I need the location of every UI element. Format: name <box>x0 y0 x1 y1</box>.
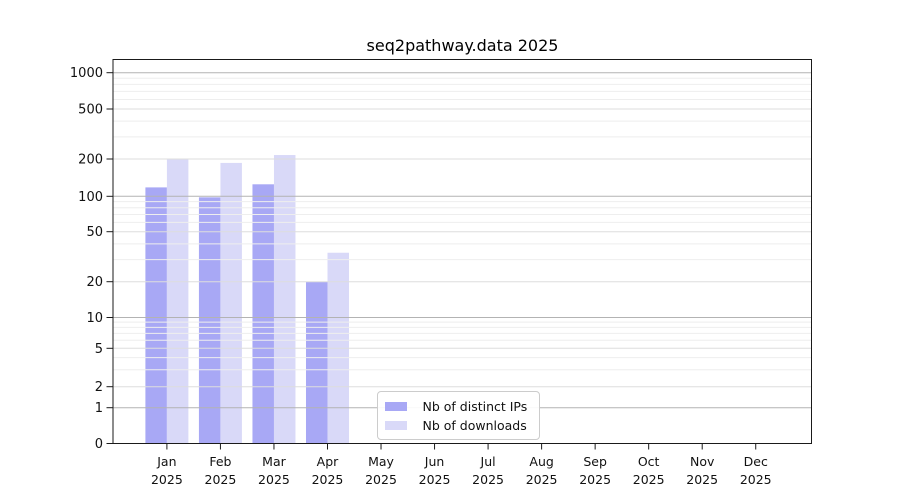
bar-downloads-jan <box>166 159 189 444</box>
legend: Nb of distinct IPs Nb of downloads <box>377 391 541 440</box>
x-tick-label-year-jan: 2025 <box>151 472 183 487</box>
x-tick-label-month-mar: Mar <box>262 454 286 469</box>
x-tick-label-month-jul: Jul <box>480 454 496 469</box>
y-tick-label-5: 5 <box>95 342 103 357</box>
y-tick-label-0: 0 <box>95 437 103 452</box>
x-tick-label-year-mar: 2025 <box>258 472 290 487</box>
y-tick-label-500: 500 <box>78 103 103 118</box>
y-tick-label-1: 1 <box>95 401 103 416</box>
x-tick-label-month-jan: Jan <box>156 454 176 469</box>
x-tick-label-month-dec: Dec <box>744 454 768 469</box>
legend-swatch-downloads <box>385 421 407 430</box>
x-tick-label-month-apr: Apr <box>317 454 339 469</box>
x-tick-label-month-jun: Jun <box>424 454 445 469</box>
y-tick-label-200: 200 <box>78 153 103 168</box>
y-tick-label-1000: 1000 <box>70 66 103 81</box>
x-tick-label-year-may: 2025 <box>365 472 397 487</box>
legend-item-downloads: Nb of downloads <box>385 416 527 435</box>
x-tick-label-month-oct: Oct <box>638 454 660 469</box>
x-tick-label-year-nov: 2025 <box>686 472 718 487</box>
legend-swatch-distinct-ips <box>385 402 407 411</box>
x-tick-label-year-jul: 2025 <box>472 472 504 487</box>
y-tick-label-20: 20 <box>86 275 103 290</box>
x-tick-label-year-oct: 2025 <box>633 472 665 487</box>
x-tick-label-month-sep: Sep <box>583 454 607 469</box>
x-tick-label-year-feb: 2025 <box>205 472 237 487</box>
bar-distinct-ips-apr <box>305 281 328 444</box>
chart-title: seq2pathway.data 2025 <box>366 36 559 55</box>
x-tick-label-year-sep: 2025 <box>579 472 611 487</box>
y-tick-label-2: 2 <box>95 380 103 395</box>
bar-distinct-ips-feb <box>198 197 221 444</box>
y-tick-label-100: 100 <box>78 190 103 205</box>
x-tick-label-month-may: May <box>368 454 394 469</box>
bar-distinct-ips-jan <box>145 187 167 444</box>
bar-downloads-feb <box>220 162 242 444</box>
y-tick-label-50: 50 <box>86 225 103 240</box>
legend-label-downloads: Nb of downloads <box>422 418 527 433</box>
x-tick-label-year-dec: 2025 <box>740 472 772 487</box>
x-tick-label-year-apr: 2025 <box>312 472 344 487</box>
x-tick-label-year-jun: 2025 <box>419 472 451 487</box>
x-tick-label-month-feb: Feb <box>209 454 231 469</box>
legend-item-distinct-ips: Nb of distinct IPs <box>385 397 527 416</box>
x-tick-label-month-aug: Aug <box>529 454 553 469</box>
x-tick-label-month-nov: Nov <box>690 454 715 469</box>
bar-distinct-ips-mar <box>252 184 274 444</box>
legend-label-distinct-ips: Nb of distinct IPs <box>422 399 528 414</box>
x-tick-label-year-aug: 2025 <box>526 472 558 487</box>
y-tick-label-10: 10 <box>86 311 103 326</box>
bar-downloads-mar <box>273 155 296 444</box>
axis-frame <box>112 59 812 444</box>
